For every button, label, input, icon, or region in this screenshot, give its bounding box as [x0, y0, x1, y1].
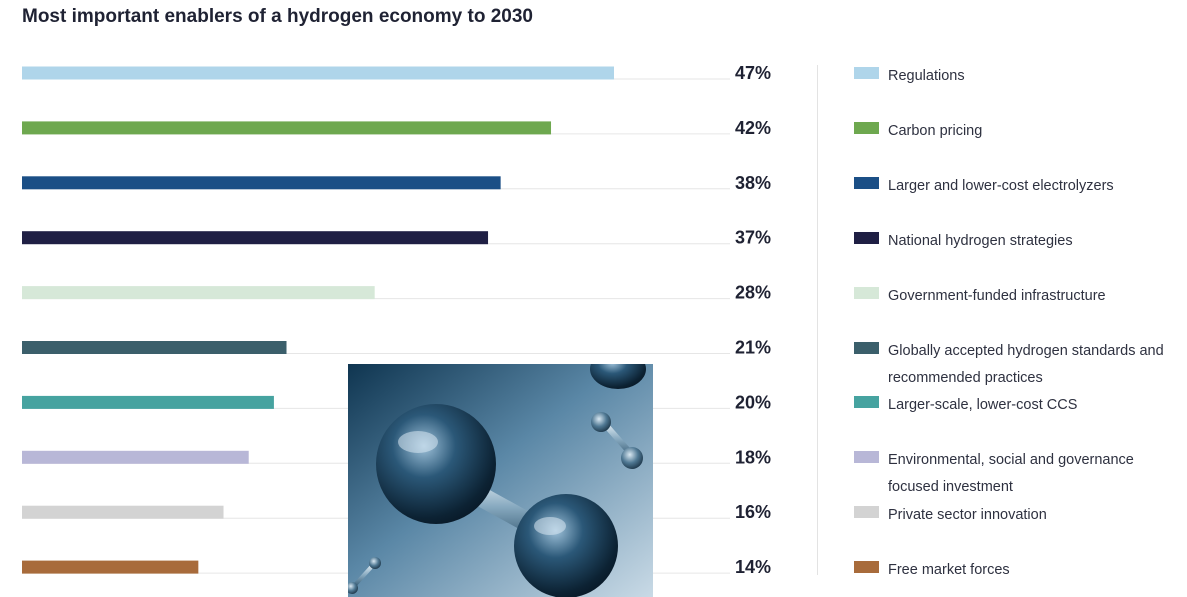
- legend-label: Larger and lower-cost electrolyzers: [888, 177, 1114, 194]
- legend-swatch: [854, 176, 879, 189]
- legend-label: Government-funded infrastructure: [888, 287, 1106, 304]
- bar-value-label: 38%: [735, 173, 771, 193]
- legend-label: Carbon pricing: [888, 122, 983, 139]
- bar-2: [22, 176, 501, 190]
- legend-swatch: [854, 561, 879, 574]
- legend-label: Free market forces: [888, 562, 1010, 579]
- legend-swatch: [854, 451, 879, 464]
- bar-7: [22, 450, 249, 464]
- bar-0: [22, 66, 614, 80]
- bar-value-label: 18%: [735, 447, 771, 467]
- legend-label: Larger-scale, lower-cost CCS: [888, 397, 1078, 414]
- hydrogen-molecule-photo: [348, 364, 653, 597]
- bar-6: [22, 395, 274, 409]
- bar-9: [22, 560, 199, 574]
- legend-label: Private sector innovation: [888, 507, 1047, 524]
- legend-swatch: [854, 506, 879, 519]
- chart-title: Most important enablers of a hydrogen ec…: [22, 6, 533, 27]
- legend-divider: [817, 65, 818, 575]
- legend-swatch: [854, 67, 879, 79]
- bar-value-label: 16%: [735, 502, 771, 522]
- bar-value-label: 42%: [735, 118, 771, 138]
- legend-swatch: [854, 396, 879, 409]
- bar-3: [22, 231, 489, 245]
- legend-label: National hydrogen strategies: [888, 232, 1073, 249]
- legend: Regulations Carbon pricing Larger and lowe…: [854, 0, 1184, 597]
- bar-value-label: 28%: [735, 283, 771, 303]
- legend-swatch: [854, 231, 879, 244]
- bar-8: [22, 505, 224, 519]
- bar-value-label: 21%: [735, 338, 771, 358]
- bar-5: [22, 341, 287, 354]
- legend-label: Globally accepted hydrogen standards and…: [888, 342, 1164, 386]
- legend-swatch: [854, 341, 879, 354]
- legend-label: Environmental, social and governance foc…: [888, 452, 1134, 496]
- bar-value-label: 20%: [735, 392, 771, 412]
- legend-label: Regulations: [888, 68, 965, 84]
- bar-1: [22, 121, 552, 135]
- bar-value-label: 14%: [735, 557, 771, 577]
- bar-4: [22, 286, 375, 300]
- bar-value-label: 37%: [735, 228, 771, 248]
- bar-chart: 47% 42% 38% 37% 28% 21% 20% 18% 16% 14%: [22, 63, 771, 577]
- legend-swatch: [854, 286, 879, 299]
- bar-value-label: 47%: [735, 63, 771, 83]
- legend-swatch: [854, 121, 879, 134]
